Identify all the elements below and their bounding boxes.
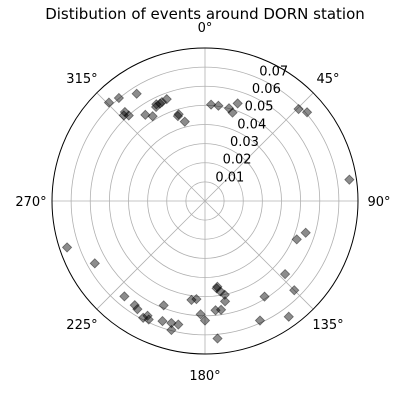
data-point-19 <box>215 304 227 315</box>
theta-tick-label-90: 90° <box>367 195 390 210</box>
r-tick-label-7: 0.07 <box>259 64 288 79</box>
theta-tick-label-45: 45° <box>317 72 340 87</box>
data-point-6 <box>293 103 304 115</box>
r-tick-label-6: 0.06 <box>252 82 281 97</box>
data-point-11 <box>279 268 291 280</box>
data-point-13 <box>283 311 294 322</box>
theta-gridline-225 <box>96 200 206 310</box>
data-point-5 <box>232 98 243 109</box>
r-tick-label-1: 0.01 <box>215 170 244 185</box>
data-point-56 <box>179 116 190 127</box>
data-point-30 <box>166 317 177 329</box>
data-point-40 <box>61 242 73 253</box>
data-point-45 <box>113 92 125 104</box>
data-point-46 <box>140 109 151 121</box>
data-point-35 <box>137 312 149 323</box>
data-point-29 <box>166 324 177 336</box>
data-point-33 <box>143 314 154 325</box>
data-point-8 <box>344 174 355 185</box>
data-point-41 <box>103 97 115 108</box>
chart-title: Distibution of events around DORN statio… <box>45 5 365 23</box>
data-point-36 <box>132 304 143 315</box>
data-point-12 <box>289 285 300 296</box>
data-point-50 <box>151 99 162 110</box>
data-point-48 <box>147 111 158 122</box>
data-point-3 <box>223 103 235 114</box>
theta-tick-label-270: 270° <box>15 195 46 210</box>
data-point-47 <box>131 88 142 99</box>
data-points <box>61 88 355 344</box>
data-point-42 <box>118 110 129 121</box>
theta-tick-label-0: 0° <box>198 21 213 36</box>
data-point-9 <box>300 227 311 238</box>
polar-grid <box>52 48 358 354</box>
r-tick-label-2: 0.02 <box>223 153 252 168</box>
data-point-53 <box>161 93 172 105</box>
r-tick-label-3: 0.03 <box>230 135 259 150</box>
data-point-28 <box>173 319 184 330</box>
tick-labels: 0° 45° 90° 135° 180° 225° 270° 315° 0.01 0.02 0.03… <box>15 21 390 384</box>
data-point-54 <box>172 110 184 122</box>
data-point-14 <box>259 291 270 302</box>
data-point-20 <box>212 281 223 292</box>
data-point-25 <box>195 309 206 320</box>
data-point-43 <box>119 106 131 118</box>
data-point-34 <box>142 310 153 321</box>
data-point-26 <box>191 293 202 305</box>
data-point-21 <box>211 283 222 294</box>
data-point-23 <box>212 333 223 344</box>
r-tick-label-5: 0.05 <box>245 100 274 115</box>
data-point-18 <box>215 286 226 297</box>
data-point-10 <box>291 234 302 245</box>
data-point-1 <box>205 99 217 110</box>
data-point-38 <box>119 291 130 302</box>
data-point-16 <box>219 289 230 300</box>
data-point-7 <box>301 107 313 118</box>
data-point-22 <box>210 305 221 316</box>
theta-gridline-45 <box>204 92 314 202</box>
theta-gridline-315 <box>96 92 206 202</box>
data-point-27 <box>186 294 197 306</box>
data-point-17 <box>219 296 231 307</box>
theta-tick-label-180: 180° <box>189 369 220 384</box>
theta-tick-label-225: 225° <box>66 318 97 333</box>
data-point-37 <box>129 300 140 311</box>
data-point-24 <box>199 315 211 326</box>
r-tick-label-4: 0.04 <box>237 117 266 132</box>
theta-tick-label-315: 315° <box>66 72 97 87</box>
data-point-15 <box>254 315 266 326</box>
data-point-4 <box>227 107 238 118</box>
data-point-31 <box>157 315 168 327</box>
data-point-44 <box>123 110 134 121</box>
data-point-49 <box>150 101 162 113</box>
data-point-2 <box>213 100 224 111</box>
theta-tick-label-135: 135° <box>312 318 343 333</box>
theta-gridline-135 <box>204 200 314 310</box>
data-point-52 <box>156 96 168 108</box>
data-point-39 <box>89 258 100 269</box>
data-point-55 <box>173 109 184 120</box>
data-point-32 <box>158 300 169 311</box>
data-point-51 <box>154 98 166 109</box>
polar-frame <box>51 47 359 355</box>
